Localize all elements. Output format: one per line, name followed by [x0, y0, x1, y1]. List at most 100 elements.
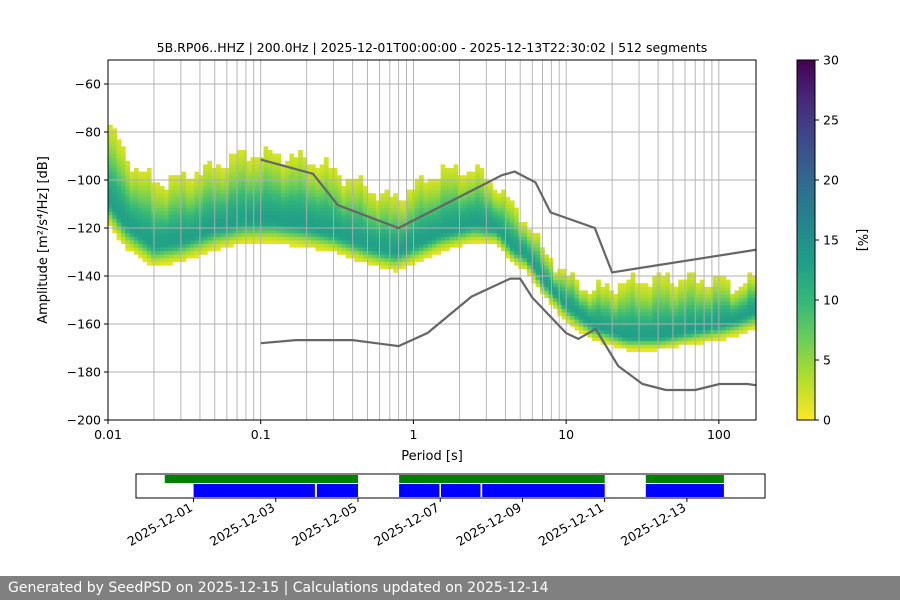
- heatmap-cell: [721, 330, 727, 334]
- heatmap-cell: [293, 193, 299, 198]
- heatmap-cell: [120, 207, 126, 212]
- heatmap-cell: [626, 283, 632, 288]
- heatmap-cell: [246, 160, 251, 165]
- heatmap-cell: [475, 236, 480, 241]
- heatmap-cell: [280, 171, 286, 176]
- heatmap-cell: [142, 240, 148, 244]
- heatmap-cell: [289, 218, 295, 223]
- heatmap-cell: [155, 240, 161, 244]
- heatmap-cell: [354, 186, 359, 190]
- heatmap-cell: [565, 308, 571, 313]
- heatmap-cell: [436, 182, 442, 187]
- heatmap-cell: [172, 240, 178, 244]
- heatmap-cell: [496, 236, 502, 241]
- heatmap-cell: [535, 236, 541, 241]
- heatmap-cell: [164, 240, 169, 244]
- heatmap-cell: [466, 229, 472, 234]
- heatmap-cell: [509, 204, 515, 208]
- heatmap-cell: [457, 222, 463, 226]
- heatmap-cell: [496, 214, 502, 219]
- heatmap-cell: [241, 196, 247, 201]
- heatmap-cell: [293, 211, 299, 216]
- heatmap-cell: [626, 279, 632, 284]
- heatmap-cell: [388, 204, 394, 208]
- heatmap-cell: [617, 322, 623, 327]
- heatmap-cell: [250, 171, 256, 176]
- heatmap-cell: [172, 207, 178, 212]
- heatmap-cell: [324, 186, 329, 190]
- heatmap-cell: [254, 211, 260, 216]
- heatmap-cell: [146, 247, 152, 252]
- heatmap-cell: [565, 297, 571, 302]
- heatmap-cell: [514, 236, 519, 241]
- heatmap-cell: [518, 232, 524, 237]
- heatmap-cell: [501, 204, 506, 208]
- heatmap-cell: [470, 211, 476, 216]
- heatmap-cell: [466, 218, 472, 223]
- heatmap-cell: [691, 286, 696, 291]
- heatmap-cell: [488, 218, 493, 223]
- heatmap-cell: [285, 168, 290, 172]
- heatmap-cell: [280, 214, 286, 219]
- heatmap-cell: [177, 204, 182, 208]
- heatmap-cell: [492, 200, 498, 205]
- heatmap-cell: [388, 258, 394, 262]
- heatmap-cell: [444, 189, 450, 194]
- heatmap-cell: [259, 171, 264, 176]
- heatmap-cell: [311, 164, 316, 169]
- heatmap-cell: [207, 200, 213, 205]
- heatmap-cell: [328, 218, 334, 223]
- heatmap-cell: [315, 193, 321, 198]
- heatmap-cell: [216, 218, 221, 223]
- heatmap-cell: [246, 211, 251, 216]
- heatmap-cell: [246, 232, 251, 237]
- heatmap-cell: [198, 196, 204, 201]
- heatmap-cell: [496, 232, 502, 237]
- heatmap-cell: [341, 196, 346, 201]
- heatmap-cell: [276, 214, 282, 219]
- heatmap-cell: [254, 200, 260, 205]
- heatmap-cell: [298, 218, 303, 223]
- heatmap-cell: [721, 333, 727, 338]
- heatmap-cell: [453, 204, 459, 208]
- heatmap-cell: [570, 322, 575, 327]
- heatmap-cell: [198, 186, 204, 190]
- heatmap-cell: [699, 304, 705, 309]
- heatmap-cell: [272, 200, 277, 205]
- heatmap-cell: [371, 247, 377, 252]
- heatmap-cell: [168, 189, 174, 194]
- heatmap-cell: [233, 164, 238, 169]
- heatmap-cell: [328, 236, 334, 241]
- heatmap-cell: [652, 337, 658, 342]
- heatmap-cell: [194, 171, 200, 176]
- heatmap-cell: [622, 322, 627, 327]
- heatmap-cell: [120, 189, 126, 194]
- heatmap-cell: [336, 186, 342, 190]
- heatmap-cell: [505, 204, 511, 208]
- heatmap-cell: [630, 348, 636, 352]
- heatmap-cell: [401, 258, 407, 262]
- heatmap-cell: [678, 322, 683, 327]
- heatmap-cell: [345, 236, 351, 241]
- heatmap-cell: [466, 193, 472, 198]
- heatmap-cell: [302, 232, 308, 237]
- heatmap-cell: [280, 193, 286, 198]
- heatmap-cell: [518, 254, 524, 259]
- heatmap-cell: [358, 218, 364, 223]
- heatmap-cell: [626, 286, 632, 291]
- heatmap-cell: [617, 286, 623, 291]
- heatmap-cell: [159, 207, 165, 212]
- heatmap-cell: [514, 214, 519, 219]
- heatmap-cell: [384, 200, 390, 205]
- heatmap-cell: [332, 175, 338, 180]
- heatmap-cell: [341, 232, 346, 237]
- heatmap-cell: [207, 236, 213, 241]
- heatmap-cell: [704, 301, 709, 306]
- heatmap-cell: [332, 218, 338, 223]
- heatmap-cell: [358, 254, 364, 259]
- heatmap-cell: [712, 330, 718, 334]
- heatmap-cell: [302, 240, 308, 244]
- heatmap-cell: [185, 236, 191, 241]
- heatmap-cell: [211, 200, 217, 205]
- heatmap-cell: [293, 229, 299, 234]
